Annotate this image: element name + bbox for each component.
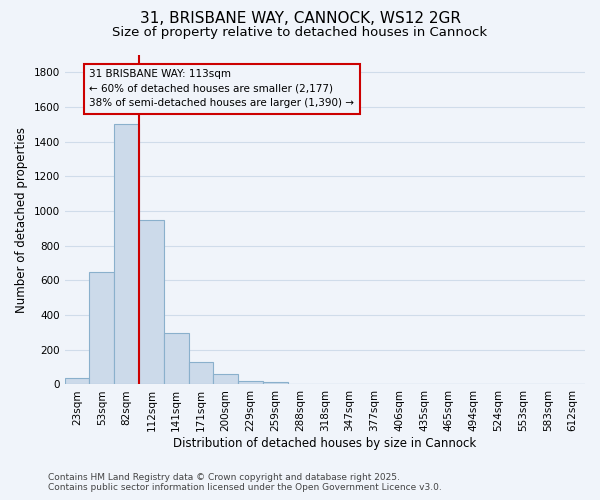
Bar	[89, 272, 114, 384]
Text: Size of property relative to detached houses in Cannock: Size of property relative to detached ho…	[112, 26, 488, 39]
Bar	[139, 220, 164, 384]
Bar	[214, 374, 238, 384]
Bar	[238, 380, 263, 384]
Text: 31, BRISBANE WAY, CANNOCK, WS12 2GR: 31, BRISBANE WAY, CANNOCK, WS12 2GR	[139, 11, 461, 26]
Bar	[164, 334, 188, 384]
Text: Contains HM Land Registry data © Crown copyright and database right 2025.
Contai: Contains HM Land Registry data © Crown c…	[48, 473, 442, 492]
Bar	[65, 378, 89, 384]
Bar	[114, 124, 139, 384]
Text: 31 BRISBANE WAY: 113sqm
← 60% of detached houses are smaller (2,177)
38% of semi: 31 BRISBANE WAY: 113sqm ← 60% of detache…	[89, 69, 355, 108]
Bar	[188, 362, 214, 384]
Bar	[263, 382, 287, 384]
X-axis label: Distribution of detached houses by size in Cannock: Distribution of detached houses by size …	[173, 437, 476, 450]
Y-axis label: Number of detached properties: Number of detached properties	[15, 126, 28, 312]
